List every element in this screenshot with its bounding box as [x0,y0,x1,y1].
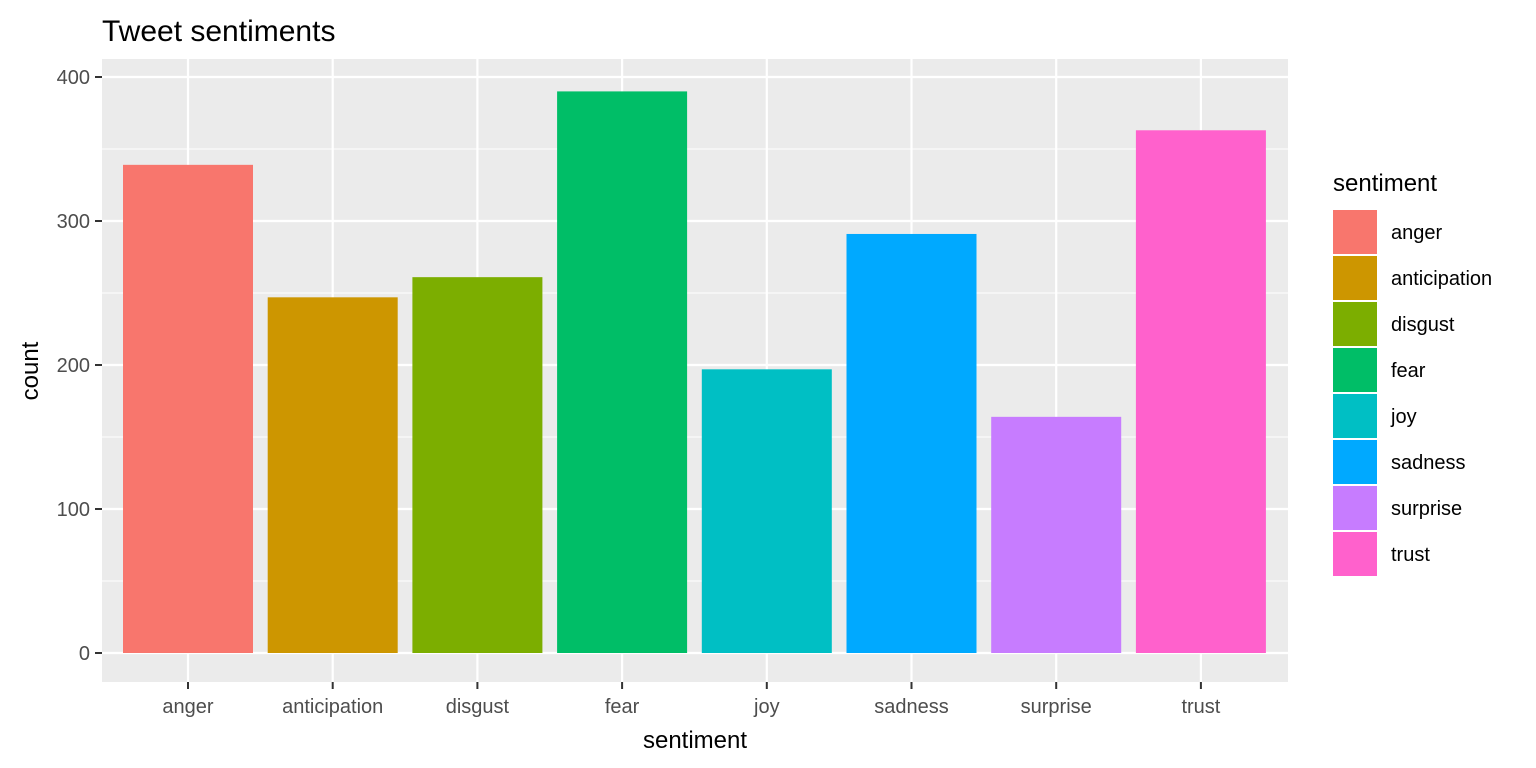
y-axis: 0 100 200 300 400 [57,67,102,665]
bar-anticipation [267,297,398,653]
chart-title: Tweet sentiments [102,15,335,48]
legend-title: sentiment [1333,170,1437,197]
x-tick-label-disgust: disgust [446,696,510,718]
legend-key-anticipation [1333,256,1377,300]
x-tick-label-trust: trust [1181,696,1220,718]
bar-joy [701,369,832,653]
legend-key-fear [1333,348,1377,392]
legend-key-trust [1333,532,1377,576]
bar-sadness [846,233,977,653]
legend-label-anticipation: anticipation [1391,268,1492,290]
y-tick-label: 0 [79,643,90,665]
legend-label-surprise: surprise [1391,498,1462,520]
bar-disgust [412,277,543,653]
x-tick-label-sadness: sadness [874,696,949,718]
x-tick-label-anticipation: anticipation [282,696,383,718]
y-axis-title: count [17,341,44,400]
legend-label-disgust: disgust [1391,314,1455,336]
legend-label-fear: fear [1391,360,1426,382]
bar-fear [557,91,688,653]
y-tick-label: 100 [57,499,90,521]
bars-group [123,91,1266,653]
legend-label-joy: joy [1390,406,1417,428]
x-tick-label-joy: joy [753,696,780,718]
legend-key-surprise [1333,486,1377,530]
x-tick-label-fear: fear [605,696,640,718]
bar-surprise [991,416,1122,653]
bar-trust [1135,130,1266,653]
legend-label-trust: trust [1391,544,1430,566]
legend: sentiment anger anticipation disgust fear jo… [1333,170,1492,576]
x-axis: anger anticipation disgust fear joy sadness su… [162,682,1221,718]
legend-label-anger: anger [1391,222,1442,244]
bar-anger [123,164,253,653]
x-tick-label-anger: anger [162,696,213,718]
y-tick-label: 400 [57,67,90,89]
x-axis-title: sentiment [643,727,747,754]
legend-key-disgust [1333,302,1377,346]
legend-key-joy [1333,394,1377,438]
y-tick-label: 200 [57,355,90,377]
legend-label-sadness: sadness [1391,452,1466,474]
y-tick-label: 300 [57,211,90,233]
x-tick-label-surprise: surprise [1021,696,1092,718]
legend-key-anger [1333,210,1377,254]
legend-key-sadness [1333,440,1377,484]
